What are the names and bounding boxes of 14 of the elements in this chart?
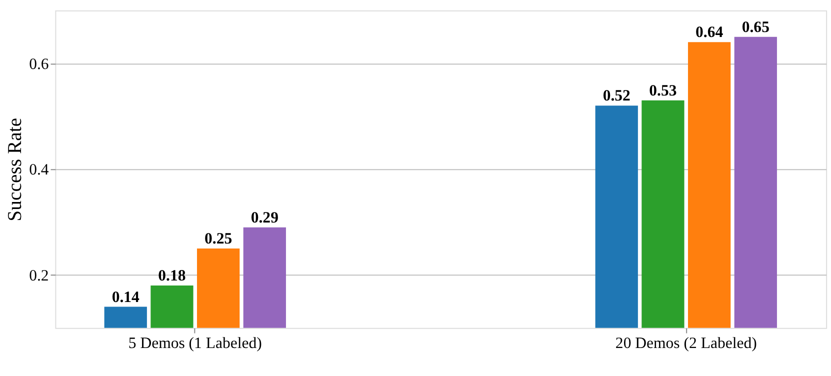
data-label: 0.14: [112, 288, 140, 306]
data-label: 0.29: [250, 209, 279, 226]
data-label: 0.18: [158, 268, 186, 285]
data-label: 0.53: [649, 82, 677, 100]
y-tick-label: 0.4: [29, 162, 49, 179]
x-tick-label: 5 Demos (1 Labeled): [128, 335, 262, 352]
data-label: 0.64: [696, 24, 724, 42]
data-label: 0.65: [742, 18, 770, 36]
y-tick-label: 0.6: [29, 56, 49, 73]
y-axis-title: Success Rate: [4, 118, 26, 222]
x-tick-label: 20 Demos (2 Labeled): [615, 335, 757, 352]
data-label: 0.52: [602, 88, 631, 105]
data-label: 0.25: [204, 230, 232, 248]
y-tick-label: 0.2: [29, 267, 49, 284]
